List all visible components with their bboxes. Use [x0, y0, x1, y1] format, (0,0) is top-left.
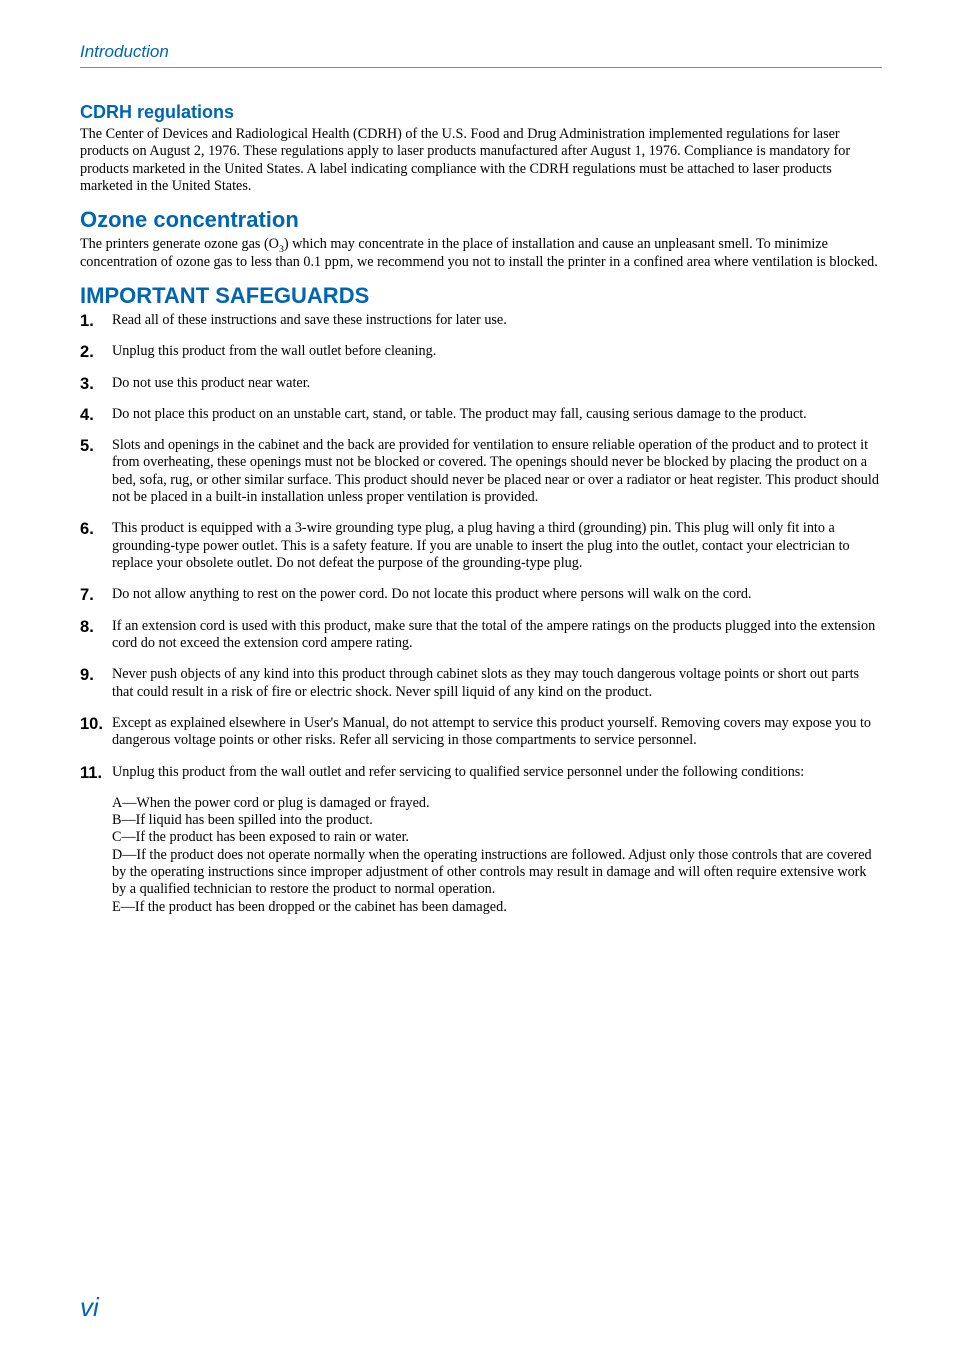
safeguard-item: Read all of these instructions and save … [80, 312, 882, 329]
safeguard-item: Except as explained elsewhere in User's … [80, 715, 882, 750]
safeguard-item: If an extension cord is used with this p… [80, 618, 882, 653]
running-header: Introduction [80, 42, 882, 68]
safeguard-item: Slots and openings in the cabinet and th… [80, 437, 882, 506]
ozone-body-pre: The printers generate ozone gas (O [80, 236, 279, 252]
page-number: vi [80, 1292, 99, 1323]
conditions-block: A—When the power cord or plug is damaged… [112, 795, 882, 916]
safeguard-item: Do not allow anything to rest on the pow… [80, 586, 882, 603]
condition-a: A—When the power cord or plug is damaged… [112, 795, 882, 812]
safeguard-item-11-text: Unplug this product from the wall outlet… [112, 764, 804, 780]
condition-d: D—If the product does not operate normal… [112, 847, 882, 899]
safeguard-item: Do not use this product near water. [80, 375, 882, 392]
safeguard-item: Never push objects of any kind into this… [80, 666, 882, 701]
safeguard-item: Do not place this product on an unstable… [80, 406, 882, 423]
cdrh-heading: CDRH regulations [80, 102, 882, 123]
safeguards-heading: IMPORTANT SAFEGUARDS [80, 283, 882, 309]
condition-e: E—If the product has been dropped or the… [112, 899, 882, 916]
ozone-heading: Ozone concentration [80, 207, 882, 233]
safeguard-item: Unplug this product from the wall outlet… [80, 343, 882, 360]
ozone-body: The printers generate ozone gas (O3) whi… [80, 236, 882, 271]
condition-c: C—If the product has been exposed to rai… [112, 829, 882, 846]
safeguards-list: Read all of these instructions and save … [80, 312, 882, 916]
condition-b: B—If liquid has been spilled into the pr… [112, 812, 882, 829]
cdrh-body: The Center of Devices and Radiological H… [80, 126, 882, 195]
safeguard-item: This product is equipped with a 3-wire g… [80, 520, 882, 572]
safeguard-item-with-sub: Unplug this product from the wall outlet… [80, 764, 882, 917]
